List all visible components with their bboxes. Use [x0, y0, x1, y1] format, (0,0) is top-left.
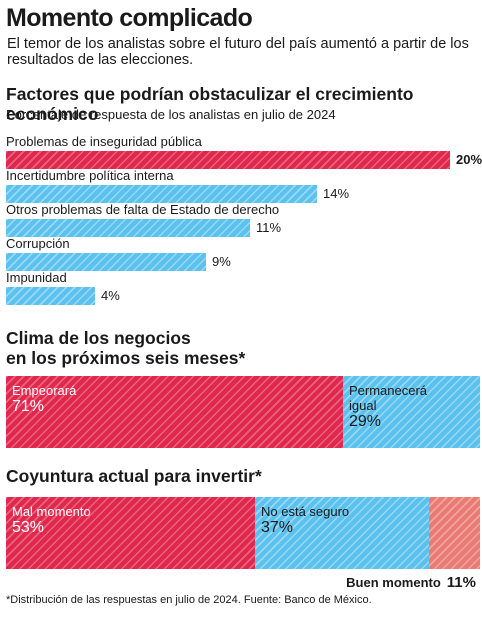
- bar-4: [6, 287, 95, 305]
- chart3-segment-1: No está seguro 37%: [255, 497, 429, 569]
- chart2-segment-1-label-0: Permanecerá: [349, 383, 428, 398]
- buen-momento-label: Buen momento 11%: [346, 574, 476, 591]
- buen-momento-name: Buen momento: [346, 575, 441, 590]
- chart3-segment-0-value: 53%: [12, 519, 45, 536]
- chart1-title: Factores que podrían obstaculizar el cre…: [6, 84, 414, 124]
- bar-value-2: 11%: [256, 220, 282, 235]
- chart3-segment-0-label-0: Mal momento: [12, 504, 91, 519]
- buen-momento-value: 11%: [446, 574, 476, 591]
- chart2-segment-0-value: 71%: [12, 398, 45, 415]
- chart2-title-line1: Clima de los negocios: [6, 328, 191, 348]
- chart2-segment-0: Empeorará 71%: [6, 376, 343, 448]
- bar-value-3: 9%: [212, 254, 231, 269]
- chart3-title: Coyuntura actual para invertir*: [6, 466, 262, 486]
- bar-label-4: Impunidad: [6, 270, 67, 285]
- business-climate-stacked-bar: Empeorará 71% Permanecerá igual 29%: [6, 376, 480, 448]
- bar-label-2: Otros problemas de falta de Estado de de…: [6, 202, 280, 217]
- chart2-segment-1-label-1: igual: [349, 398, 377, 413]
- bar-label-3: Corrupción: [6, 236, 70, 251]
- bar-0: [6, 151, 450, 169]
- chart2-title-line2: en los próximos seis meses*: [6, 348, 246, 368]
- chart2-segment-1: Permanecerá igual 29%: [343, 376, 480, 448]
- chart2-title: Clima de los negocios en los próximos se…: [6, 328, 245, 368]
- bar-value-0: 20%: [456, 152, 482, 167]
- page-subtitle: El temor de los analistas sobre el futur…: [7, 36, 469, 68]
- investment-stacked-bar: Mal momento 53% No está seguro 37%: [6, 497, 480, 569]
- bar-3: [6, 253, 206, 271]
- chart2-segment-0-label-0: Empeorará: [12, 383, 77, 398]
- bar-1: [6, 185, 317, 203]
- bar-value-1: 14%: [323, 186, 350, 201]
- chart3-segment-1-value: 37%: [261, 519, 294, 536]
- bar-label-1: Incertidumbre política interna: [6, 168, 174, 183]
- chart2-segment-1-value: 29%: [349, 413, 382, 430]
- chart3-segment-1-label-0: No está seguro: [261, 504, 350, 519]
- footnote: *Distribución de las respuestas en julio…: [6, 594, 372, 606]
- bar-2: [6, 219, 250, 237]
- page-title: Momento complicado: [6, 4, 253, 32]
- chart3-segment-0: Mal momento 53%: [6, 497, 255, 569]
- bar-value-4: 4%: [101, 288, 120, 303]
- bar-label-0: Problemas de inseguridad pública: [6, 134, 202, 149]
- chart1-subtitle: Porcentaje de respuesta de los analistas…: [6, 107, 336, 122]
- chart3-segment-2: [429, 497, 480, 569]
